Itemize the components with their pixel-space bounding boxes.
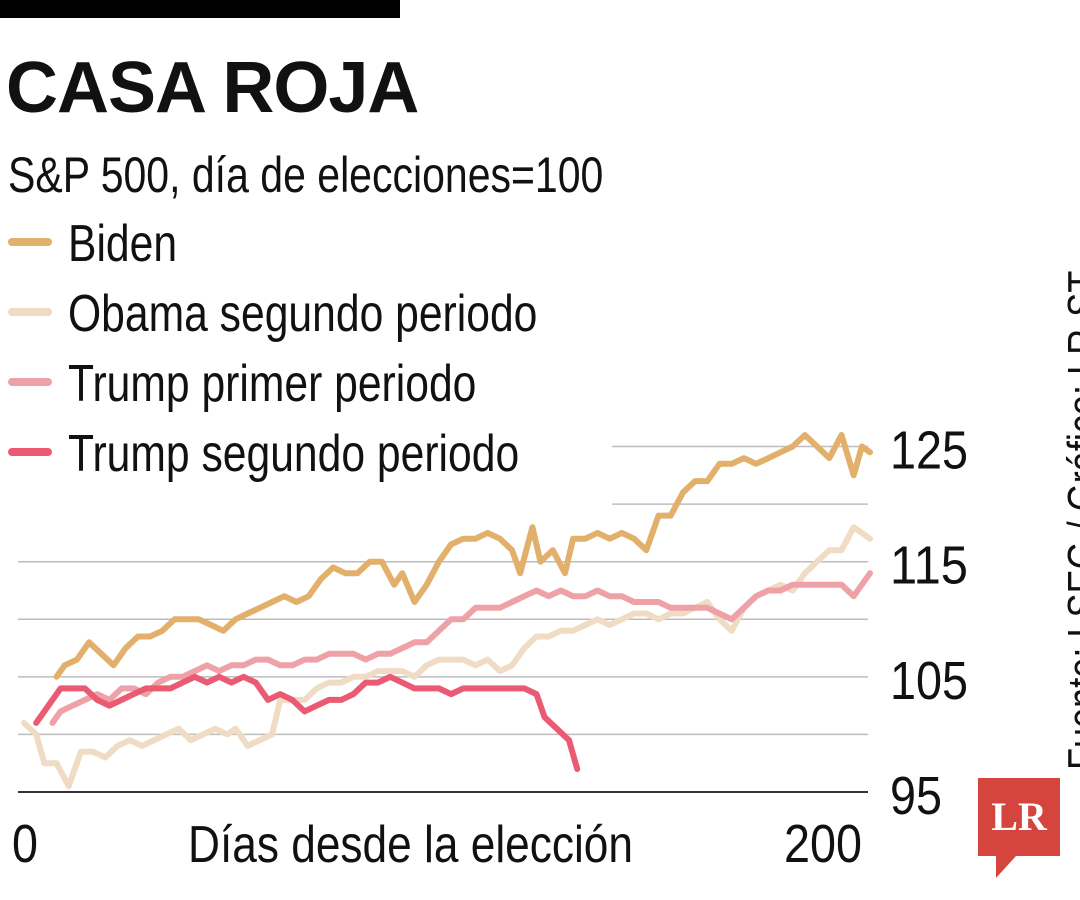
chart-subtitle: S&P 500, día de elecciones=100 <box>8 147 604 203</box>
chart-title: CASA ROJA <box>6 48 419 128</box>
y-tick-label-95: 95 <box>890 766 942 826</box>
series-line-trump1 <box>49 570 873 726</box>
legend-swatch-trump2 <box>8 448 52 456</box>
y-tick-label-105: 105 <box>890 651 968 711</box>
legend-swatch-biden <box>8 238 52 246</box>
series-lines <box>21 432 873 790</box>
source-credit: Fuente: LSEG / Gráfico: LR-ST <box>1059 161 1080 770</box>
legend-label-obama: Obama segundo periodo <box>68 285 538 343</box>
top-bar <box>0 0 400 18</box>
legend-label-trump1: Trump primer periodo <box>68 355 477 413</box>
legend-swatch-trump1 <box>8 378 52 386</box>
y-tick-label-115: 115 <box>890 536 968 596</box>
tick-labels: 95 105 115 125 0 200 <box>12 421 968 874</box>
legend-label-trump2: Trump segundo periodo <box>68 425 520 483</box>
x-tick-label-200: 200 <box>784 814 862 874</box>
svg-text:LR: LR <box>991 794 1048 839</box>
series-line-obama <box>21 524 873 790</box>
y-tick-label-125: 125 <box>890 421 968 481</box>
legend-label-biden: Biden <box>68 215 178 273</box>
x-tick-label-0: 0 <box>12 814 38 874</box>
series-line-biden <box>53 432 873 680</box>
source-text: Fuente: LSEG / Gráfico: LR-ST <box>1059 270 1080 770</box>
series-line-trump2 <box>33 673 581 772</box>
lr-logo-icon: LR <box>978 778 1060 878</box>
x-axis-label: Días desde la elección <box>188 816 633 874</box>
legend-swatch-obama <box>8 308 52 316</box>
